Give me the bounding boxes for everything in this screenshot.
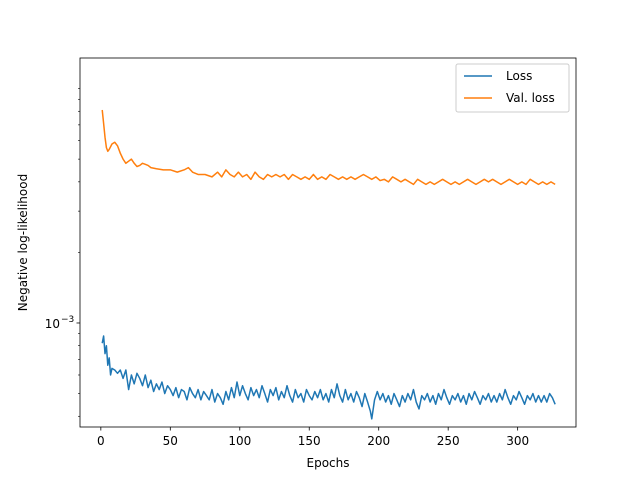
legend-label-val-loss: Val. loss [506, 91, 555, 105]
series-line-0 [101, 335, 556, 420]
x-tick-label: 300 [506, 434, 529, 448]
x-tick-label: 150 [298, 434, 321, 448]
y-tick-exponent: −3 [61, 315, 74, 325]
series-line-1 [101, 109, 556, 186]
x-tick-label: 50 [163, 434, 178, 448]
plot-frame [79, 57, 577, 428]
x-tick-label: 0 [97, 434, 105, 448]
y-tick-label: 10 [45, 317, 60, 331]
series-layer [101, 109, 556, 420]
x-axis-label: Epochs [307, 456, 350, 470]
y-axis-label: Negative log-likelihood [16, 174, 30, 311]
legend-label-loss: Loss [506, 69, 532, 83]
x-tick-label: 100 [228, 434, 251, 448]
plot-area [80, 58, 576, 427]
x-tick-label: 250 [437, 434, 460, 448]
x-tick-label: 200 [367, 434, 390, 448]
legend: Loss Val. loss [455, 63, 570, 113]
x-axis: 0 50 100 150 200 250 300 [97, 427, 529, 448]
y-axis: 10 −3 [45, 88, 80, 417]
